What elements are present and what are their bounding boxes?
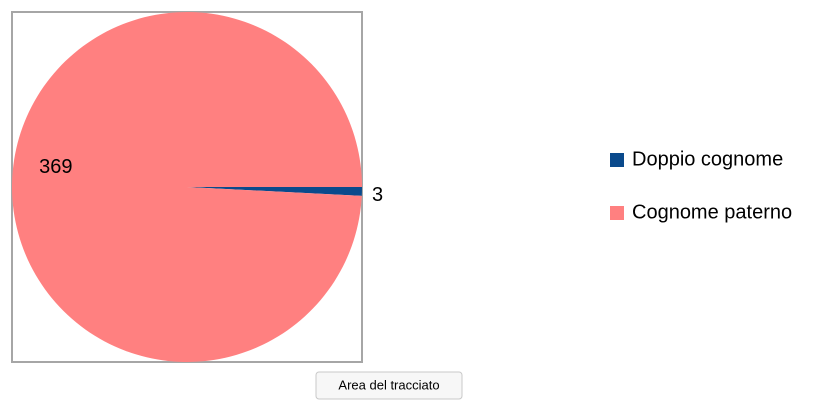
tooltip: Area del tracciato xyxy=(315,371,463,400)
pie-slice xyxy=(187,187,362,196)
data-label: 3 xyxy=(372,184,383,206)
tooltip-text: Area del tracciato xyxy=(338,377,439,392)
legend-swatch xyxy=(610,206,624,220)
legend-label: Doppio cognome xyxy=(632,148,783,170)
tooltip-box xyxy=(315,371,463,400)
legend-swatch xyxy=(610,153,624,167)
pie-slice xyxy=(11,12,363,363)
data-label: 369 xyxy=(39,156,72,178)
legend-label: Cognome paterno xyxy=(632,201,792,223)
